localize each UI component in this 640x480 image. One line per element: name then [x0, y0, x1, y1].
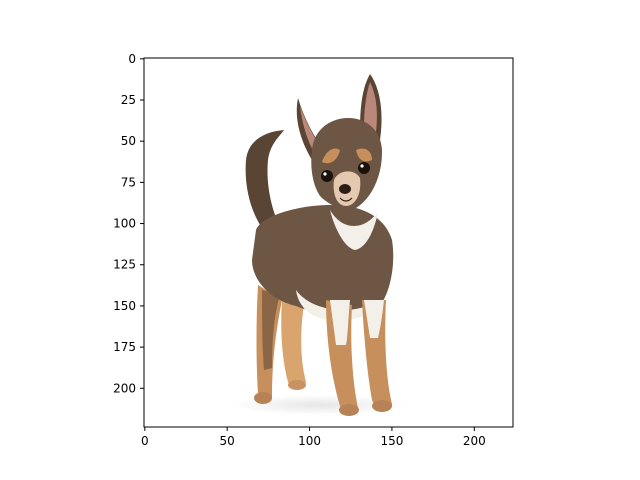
- x-tick-label: 150: [380, 434, 403, 448]
- x-tick-label: 200: [463, 434, 486, 448]
- dog-tail: [245, 130, 284, 228]
- y-tick-label: 75: [121, 175, 136, 189]
- paw-back-left: [254, 392, 272, 404]
- x-tick-label: 100: [298, 434, 321, 448]
- y-tick-label: 200: [113, 381, 136, 395]
- eye-highlight-left: [323, 172, 327, 176]
- dog-right-eye: [358, 162, 370, 174]
- y-tick-label: 0: [128, 52, 136, 66]
- dog-head: [311, 118, 382, 210]
- y-tick-label: 25: [121, 93, 136, 107]
- front-leg-white-2: [364, 300, 384, 338]
- dog-back-right-leg: [281, 300, 306, 389]
- y-tick-label: 125: [113, 258, 136, 272]
- axes-frame: [143, 57, 514, 428]
- y-tick-label: 150: [113, 299, 136, 313]
- dog-image: [230, 74, 410, 416]
- dog-mouth: [339, 197, 353, 202]
- dog-nose: [339, 184, 351, 194]
- y-tick-label: 100: [113, 217, 136, 231]
- paw-front-right: [372, 400, 392, 412]
- dog-left-eye: [321, 170, 333, 182]
- paw-back-right: [288, 380, 306, 390]
- dog-chest: [330, 210, 378, 250]
- y-axis: 0 25 50 75 100 125 150 175 200: [113, 52, 144, 395]
- eyebrow-left: [322, 148, 340, 164]
- eyebrow-right: [356, 148, 372, 162]
- y-tick-label: 50: [121, 134, 136, 148]
- front-leg-white: [330, 300, 350, 345]
- x-axis: 0 50 100 150 200: [141, 427, 486, 448]
- dog-belly: [296, 290, 380, 321]
- y-tick-label: 175: [113, 340, 136, 354]
- dog-shadow: [230, 395, 410, 415]
- back-leg-shade: [262, 290, 280, 370]
- x-tick-label: 50: [220, 434, 235, 448]
- paw-front-left: [339, 404, 359, 416]
- x-tick-label: 0: [141, 434, 149, 448]
- eye-highlight-right: [360, 164, 364, 168]
